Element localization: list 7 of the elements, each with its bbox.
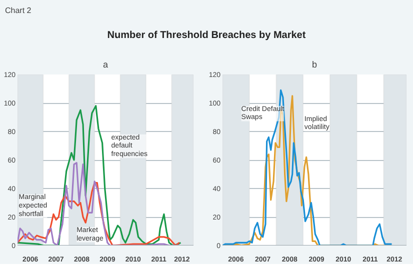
caption: Chart 2 [5,5,32,16]
line-series [18,105,182,246]
chart-title: b [312,60,318,70]
text: Number of Threshold Breaches by Market [107,29,306,43]
line-series [18,162,180,246]
chart-title: a [102,60,108,70]
line-series [18,182,180,246]
